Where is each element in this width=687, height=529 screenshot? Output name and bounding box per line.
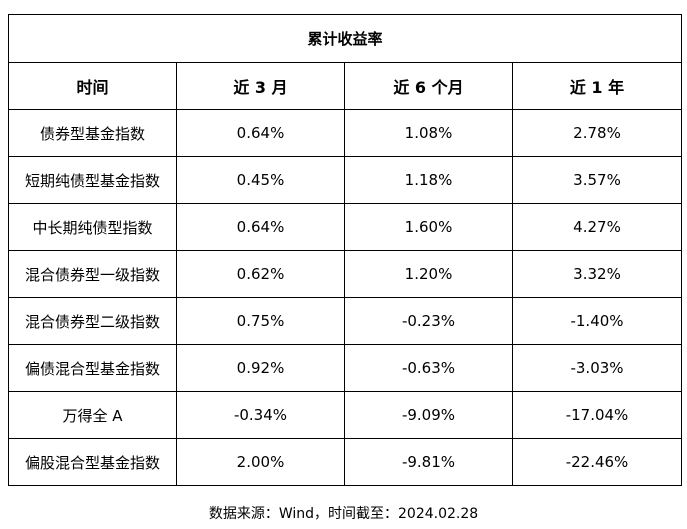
table-title-row: 累计收益率	[7, 14, 683, 63]
header-3-months: 近 3 月	[176, 62, 345, 110]
data-source-note: 数据来源：Wind，时间截至：2024.02.28	[208, 506, 479, 522]
value-6m: 1.18%	[344, 156, 513, 204]
value-1y: 3.32%	[511, 250, 683, 298]
value-1y: -22.46%	[511, 438, 683, 486]
value-6m: -0.23%	[344, 297, 513, 345]
cumulative-returns-table: 累计收益率 时间 近 3 月 近 6 个月 近 1 年 债券型基金指数 0.64…	[7, 14, 683, 486]
row-label: 中长期纯债型指数	[8, 203, 177, 251]
value-1y: 3.57%	[511, 156, 683, 204]
header-6-months: 近 6 个月	[344, 62, 513, 110]
value-3m: 0.64%	[176, 109, 345, 157]
value-6m: 1.08%	[344, 109, 513, 157]
value-3m: 0.92%	[176, 344, 345, 392]
value-6m: 1.20%	[344, 250, 513, 298]
value-3m: -0.34%	[176, 391, 345, 439]
value-3m: 0.75%	[176, 297, 345, 345]
table-row: 混合债券型一级指数 0.62% 1.20% 3.32%	[8, 250, 683, 298]
row-label: 短期纯债型基金指数	[8, 156, 177, 204]
returns-table-container: 累计收益率 时间 近 3 月 近 6 个月 近 1 年 债券型基金指数 0.64…	[7, 14, 683, 486]
table-row: 短期纯债型基金指数 0.45% 1.18% 3.57%	[8, 156, 683, 204]
row-label: 偏股混合型基金指数	[8, 438, 177, 486]
table-row: 混合债券型二级指数 0.75% -0.23% -1.40%	[8, 297, 683, 345]
value-1y: -1.40%	[511, 297, 683, 345]
row-label: 混合债券型二级指数	[8, 297, 177, 345]
value-6m: 1.60%	[344, 203, 513, 251]
header-period: 时间	[8, 62, 177, 110]
row-label: 万得全 A	[8, 391, 177, 439]
value-1y: -3.03%	[511, 344, 683, 392]
row-label: 债券型基金指数	[8, 109, 177, 157]
value-3m: 0.45%	[176, 156, 345, 204]
value-6m: -0.63%	[344, 344, 513, 392]
row-label: 混合债券型一级指数	[8, 250, 177, 298]
table-row: 债券型基金指数 0.64% 1.08% 2.78%	[8, 109, 683, 157]
value-6m: -9.09%	[344, 391, 513, 439]
value-3m: 0.62%	[176, 250, 345, 298]
table-row: 偏股混合型基金指数 2.00% -9.81% -22.46%	[8, 438, 683, 486]
value-1y: 4.27%	[511, 203, 683, 251]
table-header-row: 时间 近 3 月 近 6 个月 近 1 年	[8, 62, 683, 110]
header-1-year: 近 1 年	[511, 62, 683, 110]
value-3m: 0.64%	[176, 203, 345, 251]
table-row: 中长期纯债型指数 0.64% 1.60% 4.27%	[8, 203, 683, 251]
table-row: 万得全 A -0.34% -9.09% -17.04%	[8, 391, 683, 439]
value-3m: 2.00%	[176, 438, 345, 486]
table-row: 偏债混合型基金指数 0.92% -0.63% -3.03%	[8, 344, 683, 392]
value-6m: -9.81%	[344, 438, 513, 486]
value-1y: 2.78%	[511, 109, 683, 157]
table-title: 累计收益率	[7, 14, 683, 63]
value-1y: -17.04%	[511, 391, 683, 439]
row-label: 偏债混合型基金指数	[8, 344, 177, 392]
